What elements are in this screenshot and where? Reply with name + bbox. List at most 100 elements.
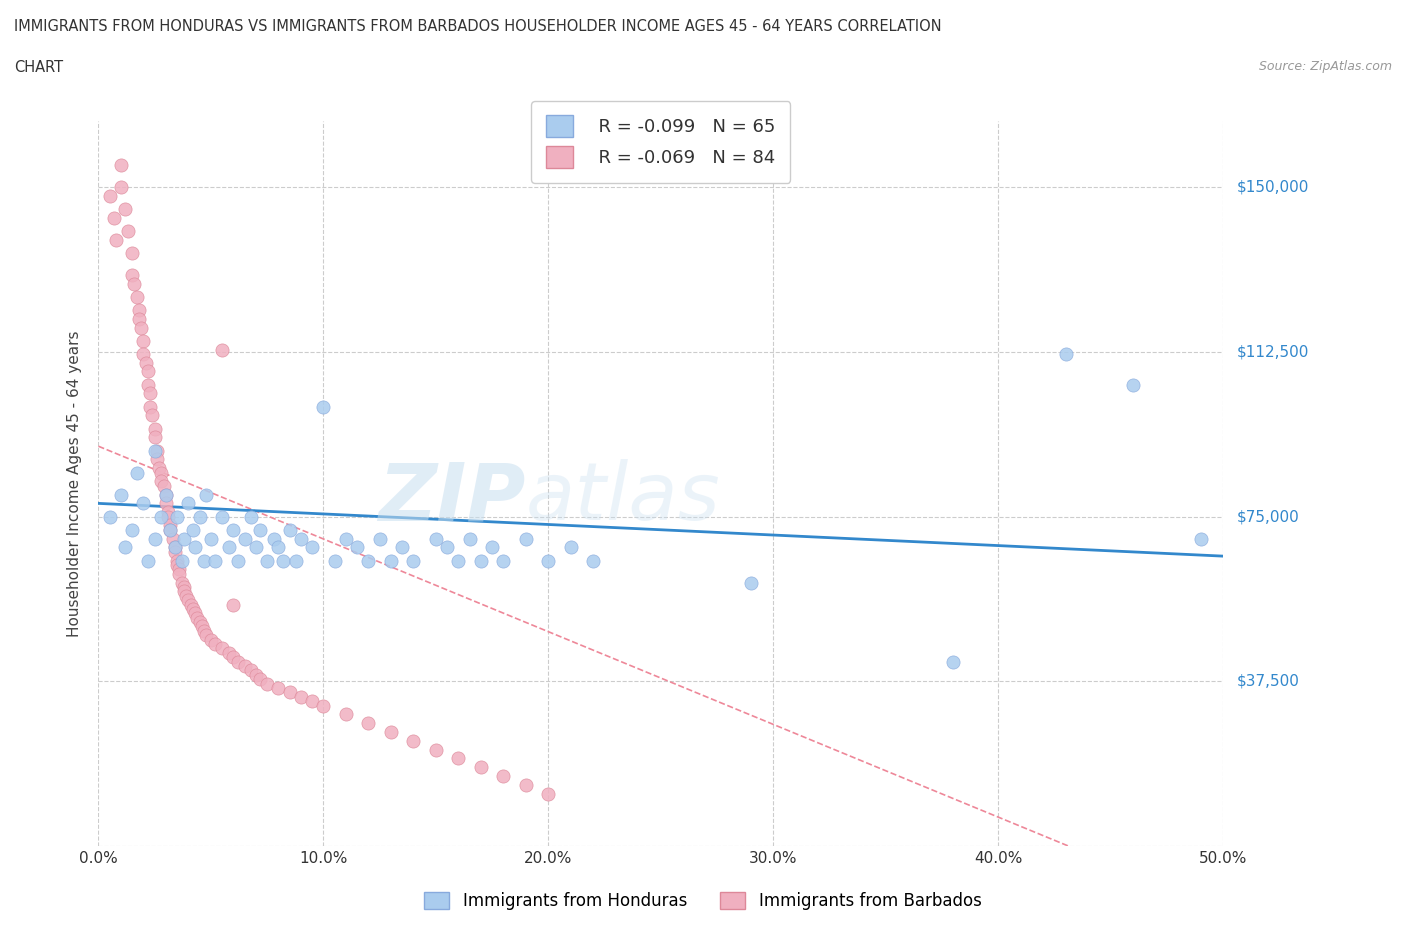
Point (163, 540, 186, 555)
Point (150, 474, 173, 489)
Point (150, 465, 173, 480)
Point (492, 553, 515, 568)
Point (204, 637, 226, 652)
Point (537, 786, 560, 801)
Point (157, 509, 180, 524)
Point (143, 421, 166, 436)
Point (256, 553, 278, 568)
Point (301, 540, 323, 555)
Point (425, 742, 447, 757)
Point (177, 496, 200, 511)
Point (146, 444, 169, 458)
Point (391, 540, 413, 555)
Point (211, 509, 233, 524)
Text: $112,500: $112,500 (1237, 344, 1309, 359)
Point (110, 179, 132, 194)
Point (1189, 531, 1212, 546)
Point (436, 540, 458, 555)
Point (290, 531, 312, 546)
Point (136, 553, 159, 568)
Point (193, 553, 215, 568)
Point (155, 487, 177, 502)
Point (200, 531, 222, 546)
Point (152, 478, 174, 493)
Point (166, 509, 188, 524)
Y-axis label: Householder Income Ages 45 - 64 years: Householder Income Ages 45 - 64 years (67, 330, 83, 637)
Point (218, 645, 240, 660)
Point (256, 676, 278, 691)
Text: $37,500: $37,500 (1237, 674, 1301, 689)
Point (323, 553, 346, 568)
Point (1054, 347, 1077, 362)
Point (184, 605, 207, 620)
Point (357, 553, 380, 568)
Text: atlas: atlas (526, 459, 721, 538)
Point (368, 531, 391, 546)
Point (188, 509, 211, 524)
Point (135, 355, 157, 370)
Point (458, 531, 481, 546)
Point (740, 575, 762, 590)
Point (380, 724, 402, 739)
Text: $150,000: $150,000 (1237, 179, 1309, 194)
Point (290, 689, 312, 704)
Point (537, 553, 560, 568)
Point (380, 553, 402, 568)
Legend: Immigrants from Honduras, Immigrants from Barbados: Immigrants from Honduras, Immigrants fro… (418, 885, 988, 917)
Point (285, 553, 308, 568)
Point (240, 663, 263, 678)
Point (98, 509, 121, 524)
Point (169, 562, 191, 577)
Point (110, 487, 132, 502)
Point (240, 509, 263, 524)
Point (402, 553, 425, 568)
Point (515, 777, 537, 792)
Point (181, 602, 204, 617)
Point (162, 531, 184, 546)
Point (195, 628, 218, 643)
Point (245, 668, 267, 683)
Point (117, 223, 139, 238)
Point (148, 460, 170, 475)
Point (233, 658, 256, 673)
Point (263, 531, 285, 546)
Point (143, 444, 166, 458)
Point (143, 430, 166, 445)
Point (173, 579, 195, 594)
Point (132, 333, 155, 348)
Point (211, 342, 233, 357)
Point (218, 540, 240, 555)
Point (124, 276, 146, 291)
Text: Source: ZipAtlas.com: Source: ZipAtlas.com (1258, 60, 1392, 73)
Point (141, 408, 163, 423)
Point (128, 312, 150, 326)
Point (136, 364, 159, 379)
Point (155, 496, 177, 511)
Point (159, 523, 181, 538)
Point (180, 597, 202, 612)
Point (249, 523, 271, 538)
Point (125, 289, 148, 304)
Point (170, 575, 193, 590)
Point (312, 698, 335, 713)
Point (942, 654, 965, 669)
Point (163, 544, 186, 559)
Point (184, 540, 207, 555)
Text: ZIP: ZIP (378, 459, 526, 538)
Point (159, 518, 181, 533)
Point (166, 553, 188, 568)
Point (155, 487, 177, 502)
Point (188, 615, 211, 630)
Point (470, 760, 492, 775)
Point (271, 553, 294, 568)
Point (191, 619, 214, 634)
Point (143, 531, 166, 546)
Point (166, 557, 188, 572)
Point (245, 540, 267, 555)
Point (470, 553, 492, 568)
Point (129, 320, 152, 335)
Point (425, 531, 447, 546)
Point (357, 716, 380, 731)
Point (103, 210, 125, 225)
Point (193, 623, 215, 638)
